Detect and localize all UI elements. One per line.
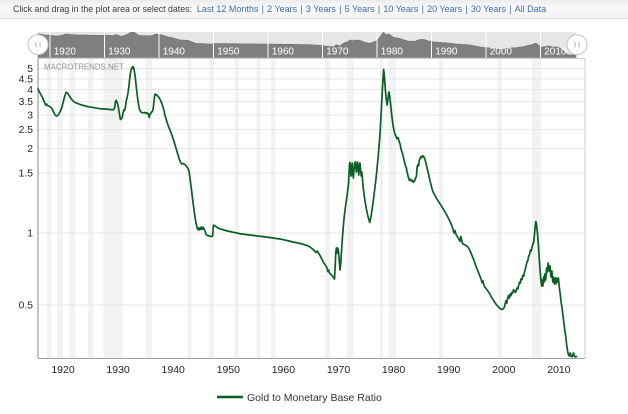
svg-text:1970: 1970 — [326, 47, 349, 58]
svg-text:1930: 1930 — [106, 364, 130, 376]
svg-text:1950: 1950 — [217, 47, 240, 58]
svg-text:1930: 1930 — [108, 47, 131, 58]
svg-text:1990: 1990 — [435, 47, 458, 58]
svg-text:Gold to Monetary Base Ratio: Gold to Monetary Base Ratio — [247, 392, 382, 404]
svg-text:0.5: 0.5 — [19, 301, 34, 312]
svg-text:1990: 1990 — [437, 364, 461, 376]
svg-text:3: 3 — [27, 110, 33, 121]
svg-text:1950: 1950 — [217, 364, 241, 376]
svg-text:1920: 1920 — [54, 47, 77, 58]
svg-text:1960: 1960 — [272, 47, 295, 58]
svg-text:1940: 1940 — [162, 364, 186, 376]
svg-text:1960: 1960 — [272, 364, 296, 376]
svg-text:1940: 1940 — [163, 47, 186, 58]
svg-text:MACROTRENDS.NET: MACROTRENDS.NET — [44, 63, 124, 72]
svg-text:2.5: 2.5 — [19, 125, 34, 136]
svg-text:2000: 2000 — [490, 47, 513, 58]
svg-text:1: 1 — [27, 229, 33, 240]
svg-text:5: 5 — [27, 64, 33, 75]
svg-text:1970: 1970 — [327, 364, 351, 376]
svg-text:4.5: 4.5 — [19, 75, 34, 86]
svg-text:2000: 2000 — [492, 364, 516, 376]
svg-text:1.5: 1.5 — [19, 169, 34, 180]
svg-text:2010: 2010 — [544, 47, 567, 58]
svg-text:2010: 2010 — [547, 364, 571, 376]
svg-text:1980: 1980 — [381, 47, 404, 58]
svg-text:2: 2 — [27, 144, 33, 155]
svg-text:3.5: 3.5 — [19, 97, 34, 108]
svg-text:4: 4 — [27, 85, 33, 96]
svg-text:1980: 1980 — [382, 364, 406, 376]
svg-text:1920: 1920 — [51, 364, 75, 376]
